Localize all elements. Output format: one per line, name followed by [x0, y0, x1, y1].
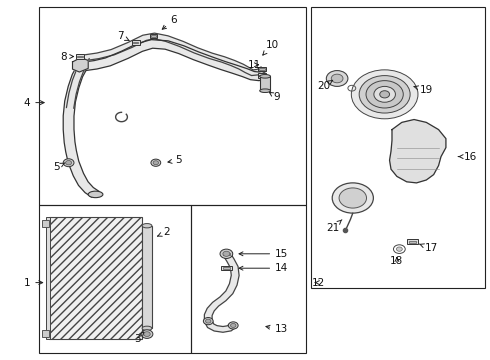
Text: 16: 16	[458, 152, 477, 162]
Circle shape	[144, 332, 150, 337]
Bar	[222, 267, 230, 269]
Polygon shape	[63, 65, 99, 197]
Text: 8: 8	[60, 51, 74, 62]
Circle shape	[230, 323, 236, 328]
Circle shape	[331, 74, 343, 83]
Text: 10: 10	[263, 40, 278, 55]
Ellipse shape	[142, 326, 152, 330]
Bar	[191, 205, 306, 353]
Bar	[222, 253, 230, 255]
Bar	[132, 40, 140, 45]
Circle shape	[351, 70, 418, 119]
Text: 3: 3	[134, 332, 144, 344]
Circle shape	[63, 159, 74, 167]
Circle shape	[220, 249, 233, 258]
Circle shape	[359, 76, 410, 113]
Bar	[221, 252, 232, 256]
Polygon shape	[85, 33, 266, 76]
Circle shape	[366, 81, 403, 108]
Polygon shape	[204, 253, 239, 332]
Polygon shape	[390, 120, 446, 183]
Bar	[39, 205, 191, 353]
Ellipse shape	[260, 89, 270, 93]
Bar	[76, 54, 84, 59]
Ellipse shape	[142, 224, 152, 228]
Circle shape	[141, 330, 153, 338]
Bar	[49, 217, 142, 339]
Circle shape	[396, 247, 402, 251]
Bar	[311, 7, 485, 288]
Circle shape	[380, 91, 390, 98]
Text: 19: 19	[414, 85, 433, 95]
Bar	[77, 56, 83, 57]
Circle shape	[223, 251, 230, 256]
Ellipse shape	[260, 75, 270, 78]
Circle shape	[374, 86, 395, 102]
Text: 2: 2	[158, 227, 170, 237]
Circle shape	[332, 183, 373, 213]
Bar	[260, 76, 270, 91]
Text: 20: 20	[317, 80, 333, 91]
Circle shape	[326, 71, 348, 86]
Text: 7: 7	[117, 31, 129, 41]
Text: 5: 5	[168, 155, 182, 165]
Circle shape	[228, 322, 238, 329]
Circle shape	[206, 319, 211, 323]
Ellipse shape	[88, 191, 103, 198]
Circle shape	[203, 318, 213, 325]
Bar	[409, 241, 416, 243]
Bar	[142, 226, 152, 328]
Bar	[133, 42, 139, 43]
Text: 17: 17	[419, 243, 438, 253]
Bar	[42, 220, 49, 227]
Polygon shape	[81, 40, 265, 81]
Text: 14: 14	[239, 263, 289, 273]
Text: 15: 15	[239, 249, 289, 259]
Bar	[259, 75, 265, 76]
Circle shape	[151, 159, 161, 166]
Circle shape	[153, 161, 159, 165]
Text: 11: 11	[248, 60, 262, 70]
Polygon shape	[67, 57, 89, 108]
Text: 9: 9	[270, 92, 280, 102]
Bar	[258, 73, 266, 78]
Bar	[258, 67, 266, 71]
Text: 12: 12	[312, 278, 325, 288]
Bar	[221, 266, 232, 270]
Text: 18: 18	[390, 256, 404, 266]
Bar	[42, 330, 49, 337]
Circle shape	[339, 188, 367, 208]
Polygon shape	[73, 58, 88, 72]
Text: 21: 21	[326, 220, 342, 233]
Text: 5: 5	[53, 162, 65, 172]
Bar	[259, 68, 265, 70]
Circle shape	[66, 161, 72, 165]
Text: 4: 4	[24, 98, 44, 108]
Bar	[407, 239, 418, 244]
Bar	[39, 7, 306, 205]
Text: 1: 1	[24, 278, 43, 288]
Bar	[151, 35, 156, 37]
Bar	[150, 34, 157, 38]
Text: 13: 13	[266, 324, 289, 334]
Text: 6: 6	[162, 15, 177, 29]
Bar	[46, 217, 50, 339]
